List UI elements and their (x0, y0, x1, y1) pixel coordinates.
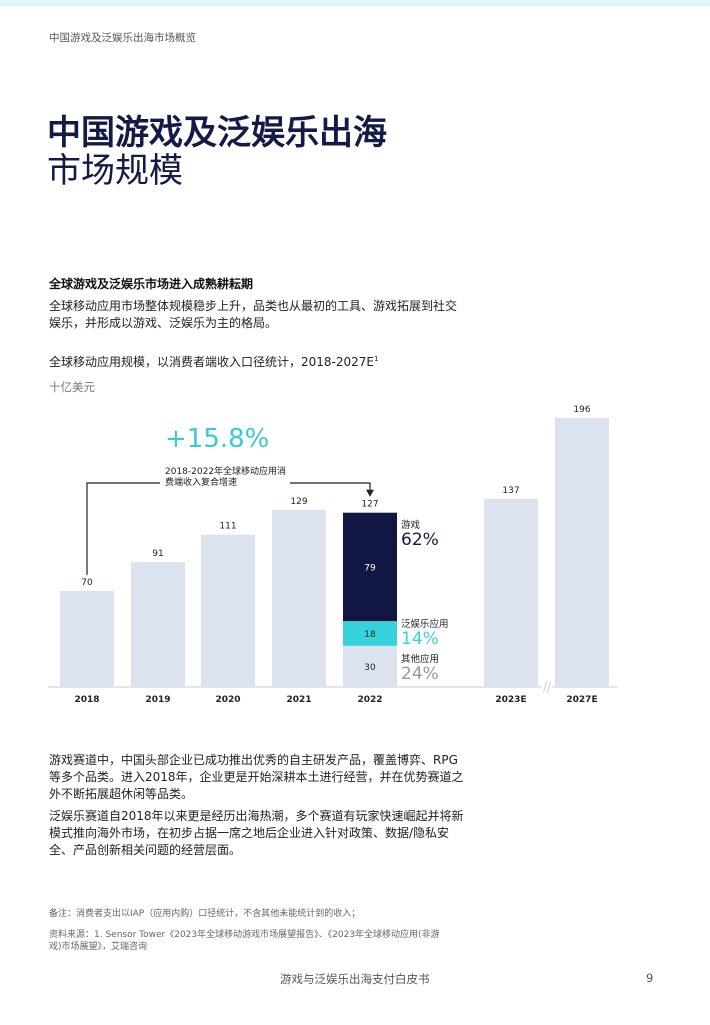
chart-title-footnote-ref: 1 (374, 355, 379, 363)
bar-2019 (131, 562, 185, 687)
source-note: 资料来源：1. Sensor Tower《2023年全球移动游戏市场展望报告》、… (49, 930, 440, 952)
x-tick-2018: 2018 (74, 695, 99, 705)
page-title: 中国游戏及泛娱乐出海 市场规模 (47, 114, 387, 190)
bar-2023E (484, 498, 538, 687)
x-tick-2022: 2022 (357, 695, 382, 705)
segment-label-2022-2: 30 (364, 663, 376, 673)
cagr-label: 2018-2022年全球移动应用消费端收入复合增速 (165, 467, 287, 488)
legend-entertainment: 泛娱乐应用 14% (401, 616, 449, 649)
value-label-2021: 129 (290, 497, 307, 507)
x-tick-2020: 2020 (215, 695, 240, 705)
segment-label-2022-1: 18 (364, 630, 376, 640)
bar-segment-2022-2 (343, 645, 397, 687)
legend-other-share: 24% (401, 664, 439, 684)
bar-2021 (272, 509, 326, 687)
legend-games-share: 62% (401, 530, 439, 550)
cagr-value: +15.8% (165, 424, 270, 454)
title-line-1: 中国游戏及泛娱乐出海 (47, 113, 387, 153)
value-label-2022: 127 (361, 500, 378, 510)
axis-break-mark: // (543, 680, 552, 694)
value-label-2019: 91 (152, 549, 163, 559)
legend-games-name: 游戏 (401, 520, 421, 531)
title-line-2: 市场规模 (47, 151, 183, 191)
body-paragraph-2: 泛娱乐赛道自2018年以来更是经历出海热潮，多个赛道有玩家快速崛起并将新模式推向… (49, 809, 464, 857)
section-heading: 全球游戏及泛娱乐市场进入成熟耕耘期 (49, 277, 254, 291)
legend-games: 游戏 62% (401, 517, 439, 550)
body-paragraph-1: 游戏赛道中，中国头部企业已成功推出优秀的自主研发产品，覆盖博弈、RPG等多个品类… (49, 753, 464, 801)
intro-paragraph: 全球移动应用市场整体规模稳步上升，品类也从最初的工具、游戏拓展到社交娱乐，并形成… (49, 299, 458, 330)
legend-other-name: 其他应用 (401, 654, 440, 665)
value-label-2018: 70 (81, 578, 93, 588)
footer-title: 游戏与泛娱乐出海支付白皮书 (280, 972, 430, 986)
bar-2027E (555, 418, 609, 687)
footnote: 备注：消费者支出以IAP（应用内购）口径统计，不含其他未能统计到的收入； (49, 909, 361, 919)
chart-title: 全球移动应用规模，以消费者端收入口径统计，2018-2027E1 (49, 353, 378, 370)
segment-label-2022-0: 79 (364, 563, 376, 573)
chart-title-text: 全球移动应用规模，以消费者端收入口径统计，2018-2027E (49, 355, 374, 369)
value-label-2023E: 137 (502, 486, 519, 496)
top-accent-bar (0, 0, 710, 6)
x-tick-2021: 2021 (286, 695, 311, 705)
x-tick-2023E: 2023E (495, 695, 526, 705)
cagr-label-backdrop (160, 465, 290, 493)
page-number: 9 (646, 971, 654, 985)
bar-2018 (60, 590, 114, 687)
bar-2020 (201, 534, 255, 687)
value-label-2027E: 196 (573, 405, 590, 415)
page-header: 中国游戏及泛娱乐出海市场概览 (49, 32, 196, 44)
x-tick-2027E: 2027E (566, 695, 597, 705)
chart-unit: 十亿美元 (49, 380, 95, 394)
x-tick-2019: 2019 (145, 695, 170, 705)
bar-segment-2022-0 (343, 512, 397, 622)
revenue-bar-chart: // 70 2018 91 2019 111 2020 129 2021 30 18 79 127 202… (48, 405, 618, 705)
legend-entertainment-share: 14% (401, 629, 439, 649)
legend-entertainment-name: 泛娱乐应用 (401, 619, 449, 630)
cagr-arrow-head (366, 489, 374, 497)
value-label-2020: 111 (219, 522, 236, 532)
legend-other: 其他应用 24% (401, 651, 439, 684)
bar-segment-2022-1 (343, 621, 397, 646)
